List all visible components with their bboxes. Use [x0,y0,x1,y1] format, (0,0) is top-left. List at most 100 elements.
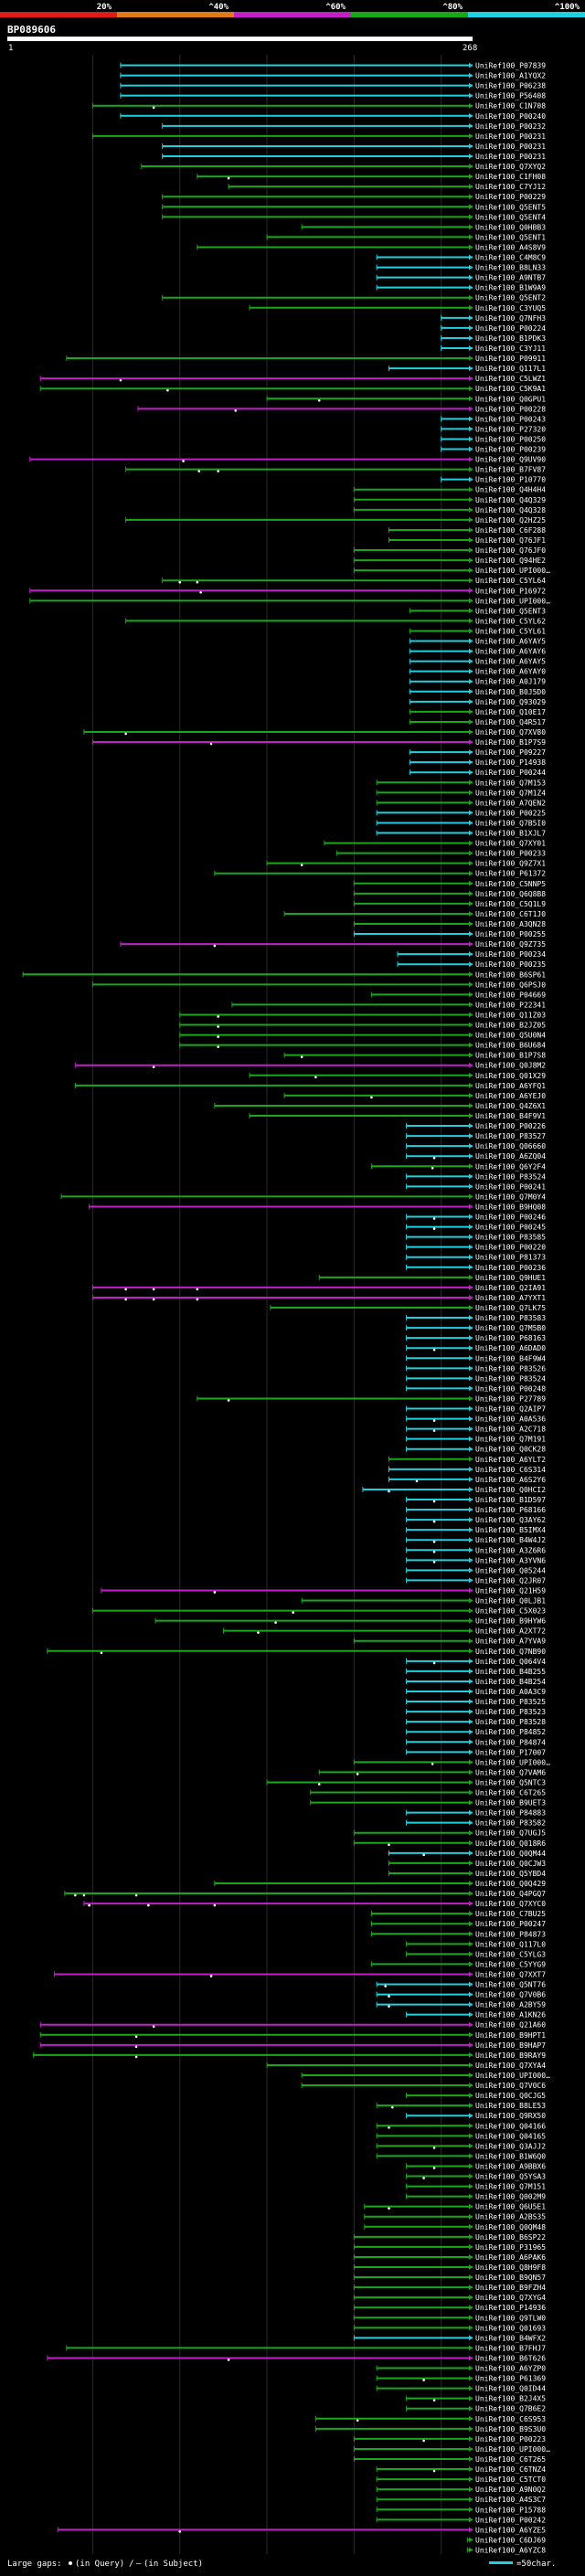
gap-marker [100,1651,103,1655]
hit-row: UniRef100_Q04165 [376,2132,546,2140]
hit-row: UniRef100_Q21A60 [39,2021,546,2030]
hit-row: UniRef100_C6T265 [353,2455,546,2464]
gap-marker [134,2035,138,2039]
hit-label: UniRef100_C3YJ11 [475,345,546,353]
hit-row: UniRef100_A2XT72 [222,1627,546,1636]
hit-arrow [469,2183,473,2189]
hit-arrow [469,971,473,978]
gap-marker [199,590,202,594]
hit-arrow [469,1981,473,1988]
gap-marker [124,1298,127,1301]
hit-arrow [469,2496,473,2503]
hit-row: UniRef100_P00234 [397,950,546,959]
scale-segment [468,12,585,17]
hit-label: UniRef100_C6T265 [475,1789,546,1797]
hit-label: UniRef100_C5YL64 [475,577,546,585]
hit-label: UniRef100_P00224 [475,324,546,333]
gap-marker [300,864,303,866]
hit-arrow [469,2264,473,2270]
hit-row: UniRef100_P09911 [66,355,546,363]
hit-label: UniRef100_Q5ENT3 [475,607,546,615]
gap-marker [317,1783,321,1786]
hit-label: UniRef100_P56408 [475,92,546,101]
hit-row: UniRef100_Q7V0C6 [301,2082,546,2090]
gap-marker [388,1489,390,1493]
hit-arrow [469,2011,473,2018]
gap-marker [432,1500,436,1503]
hit-arrow [469,2405,473,2412]
hit-row: UniRef100_Q002M9 [406,2193,546,2201]
hit-row: UniRef100_A3Z6R6 [406,1546,546,1554]
hit-row: UniRef100_Q7B6E2 [406,2405,546,2413]
hit-label: UniRef100_UPI000… [475,567,550,575]
hit-arrow [469,2486,473,2493]
hit-arrow [469,820,473,826]
hit-arrow [469,2517,473,2523]
gap-marker [178,580,182,584]
hit-arrow [469,72,473,79]
hit-label: UniRef100_C3YUQ5 [475,304,546,313]
hit-row: UniRef100_P84852 [406,1728,546,1736]
hit-arrow [469,1214,473,1220]
gap-marker [209,742,213,746]
hit-arrow [469,2527,473,2533]
hit-arrow [469,1709,473,1715]
hit-row: UniRef100_Q0HCI2 [362,1486,546,1494]
hit-label: UniRef100_Q01693 [475,2324,546,2332]
hit-row: UniRef100_P00231 [162,143,546,151]
hit-row: UniRef100_A2C718 [406,1426,546,1434]
hit-arrow [469,92,473,99]
hit-label: UniRef100_Q2JR07 [475,1576,546,1585]
hit-label: UniRef100_P00232 [475,122,546,131]
hit-row: UniRef100_Q5ENT5 [162,203,546,211]
hit-row: UniRef100_Q7XYQ2 [141,163,546,171]
hit-arrow [469,1395,473,1402]
hit-row: UniRef100_A7YVA9 [353,1638,546,1646]
gap-marker [119,378,122,382]
hit-row: UniRef100_Q4Q329 [353,496,546,504]
hit-row: UniRef100_P00231 [162,153,546,161]
hit-row: UniRef100_B6SP22 [353,2233,546,2242]
gap-marker [217,470,219,472]
hit-row: UniRef100_A1YQX2 [120,72,546,80]
hit-row: UniRef100_A9NTB7 [376,274,546,282]
hit-row: UniRef100_B9HAP7 [39,2041,546,2050]
hit-row: UniRef100_B0J5D0 [409,688,546,696]
hit-arrow [469,2456,473,2462]
hit-row: UniRef100_Q7M1Z4 [376,789,546,797]
hit-arrow [469,1507,473,1513]
hit-label: UniRef100_A2BS35 [475,2213,546,2221]
hit-row: UniRef100_Q7XY01 [324,840,546,848]
hit-arrow [469,1557,473,1564]
hit-row: UniRef100_C7BU25 [370,1910,546,1918]
gap-marker [388,1995,390,1998]
hit-row: UniRef100_A6YFQ1 [74,1082,546,1090]
hit-arrow [469,1193,473,1200]
hit-row: UniRef100_P83524 [406,1374,546,1383]
hit-label: UniRef100_Q10E17 [475,708,546,716]
hit-arrow [469,1355,473,1362]
hit-label: UniRef100_P00250 [475,435,546,443]
hit-row: UniRef100_A6YAY5 [409,658,546,666]
hit-row: UniRef100_Q4Z6X1 [214,1102,546,1110]
hit-arrow [469,2233,473,2240]
hit-arrow [469,2295,473,2301]
hit-arrow [469,2123,473,2129]
hit-arrow [469,2375,473,2381]
hit-label: UniRef100_P10770 [475,476,546,484]
hit-arrow [469,1921,473,1927]
hit-label: UniRef100_C5TCT0 [475,2475,546,2484]
hit-arrow [469,1466,473,1472]
hit-arrow [469,1699,473,1705]
hit-label: UniRef100_P81373 [475,1254,546,1262]
hit-arrow [469,1153,473,1160]
hit-arrow [469,1739,473,1745]
hit-label: UniRef100_Q7XYA4 [475,2062,546,2070]
hit-label: UniRef100_P83523 [475,1708,546,1716]
gap-marker [274,1621,277,1624]
gap-marker [370,1096,373,1099]
hit-row: UniRef100_A6S2Y6 [388,1476,546,1484]
hit-arrow [469,1668,473,1674]
hit-label: UniRef100_Q7V0B6 [475,1991,546,1999]
hit-row: UniRef100_Q0HBB3 [301,223,546,231]
